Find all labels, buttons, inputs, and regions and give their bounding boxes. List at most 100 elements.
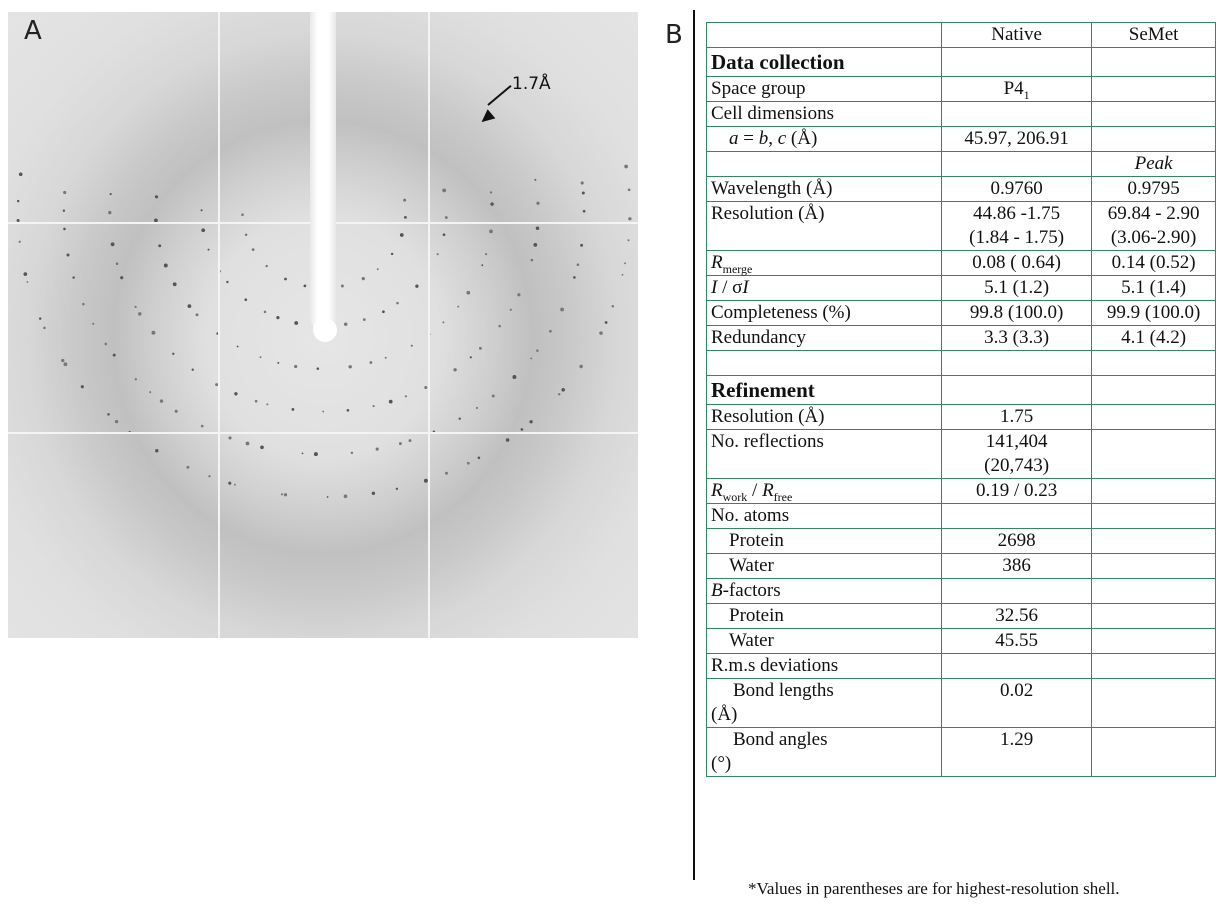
table-row: No. reflections 141,404 (20,743) bbox=[705, 429, 1216, 479]
row-label: Resolution (Å) bbox=[705, 201, 943, 251]
diffraction-spot bbox=[228, 481, 232, 485]
diffraction-spot bbox=[16, 218, 20, 223]
diffraction-spot bbox=[244, 233, 248, 236]
diffraction-spot bbox=[284, 277, 287, 281]
diffraction-spot bbox=[108, 210, 112, 215]
grid-line bbox=[218, 12, 220, 638]
diffraction-spot bbox=[533, 243, 538, 247]
diffraction-spot bbox=[445, 471, 448, 475]
diffraction-spot bbox=[174, 409, 178, 413]
diffraction-spot bbox=[151, 330, 156, 335]
row-label: Cell dimensions bbox=[705, 101, 943, 127]
diffraction-spot bbox=[107, 413, 110, 416]
diffraction-spot bbox=[322, 410, 325, 413]
value-native: 1.75 bbox=[941, 404, 1093, 430]
diffraction-spot bbox=[153, 218, 158, 223]
grid-line bbox=[428, 12, 430, 638]
table-row: Bond lengths (Å) 0.02 bbox=[705, 678, 1216, 728]
diffraction-spot bbox=[520, 428, 524, 431]
diffraction-spot bbox=[134, 378, 137, 381]
diffraction-spot bbox=[326, 496, 329, 498]
diffraction-spot bbox=[529, 420, 533, 424]
diffraction-spot bbox=[442, 233, 446, 237]
row-label: Bond lengths (Å) bbox=[705, 678, 943, 728]
row-label: a = b, c (Å) bbox=[705, 126, 943, 152]
diffraction-spot bbox=[158, 244, 162, 248]
row-label: Redundancy bbox=[705, 325, 943, 351]
diffraction-spot bbox=[110, 242, 115, 247]
diffraction-spot bbox=[263, 310, 267, 314]
beam-stop bbox=[310, 12, 336, 330]
diffraction-spot bbox=[361, 276, 365, 281]
table-row: a = b, c (Å) 45.97, 206.91 bbox=[705, 126, 1216, 152]
diffraction-spot bbox=[26, 281, 29, 283]
table-row: Bond angles (°) 1.29 bbox=[705, 727, 1216, 777]
diffraction-spot bbox=[294, 364, 298, 369]
value-native: P41 bbox=[941, 76, 1093, 102]
diffraction-spot bbox=[260, 445, 264, 450]
diffraction-spot bbox=[489, 229, 493, 234]
diffraction-spot bbox=[517, 293, 521, 297]
diffraction-spot bbox=[294, 321, 299, 325]
diffraction-spot bbox=[303, 284, 307, 288]
diffraction-spot bbox=[436, 253, 439, 256]
table-header-row: Native SeMet bbox=[705, 22, 1216, 48]
diffraction-spot bbox=[92, 322, 95, 325]
diffraction-spot bbox=[384, 356, 387, 359]
value-native: 32.56 bbox=[941, 603, 1093, 629]
row-label: Wavelength (Å) bbox=[705, 176, 943, 202]
value-native: 2698 bbox=[941, 528, 1093, 554]
value-native: 0.08 ( 0.64) bbox=[941, 250, 1093, 276]
diffraction-spot bbox=[207, 248, 210, 251]
resolution-ring-label: 1.7Å bbox=[512, 74, 551, 94]
diffraction-spot bbox=[481, 264, 484, 267]
row-label: I / σI bbox=[705, 275, 943, 301]
diffraction-spot bbox=[371, 491, 376, 495]
row-label: R.m.s deviations bbox=[705, 653, 943, 679]
row-label: No. reflections bbox=[705, 429, 943, 479]
diffraction-spot bbox=[376, 268, 379, 271]
diffraction-spot bbox=[200, 209, 203, 212]
row-label: Water bbox=[705, 628, 943, 654]
diffraction-spot bbox=[627, 188, 631, 192]
diffraction-spot bbox=[159, 399, 164, 403]
diffraction-spot bbox=[226, 280, 229, 284]
value-semet: 99.9 (100.0) bbox=[1091, 300, 1216, 326]
diffraction-spot bbox=[489, 191, 493, 194]
value-native: 141,404 (20,743) bbox=[941, 429, 1093, 479]
diffraction-spot bbox=[530, 357, 533, 360]
row-label: Resolution (Å) bbox=[705, 404, 943, 430]
section-title: Refinement bbox=[705, 375, 943, 405]
diffraction-spot bbox=[280, 493, 284, 496]
row-label: Protein bbox=[705, 603, 943, 629]
diffraction-spot bbox=[557, 393, 561, 396]
diffraction-spot bbox=[228, 436, 232, 440]
diffraction-spot bbox=[104, 342, 108, 346]
diffraction-spot bbox=[266, 403, 269, 406]
diffraction-spot bbox=[375, 447, 379, 451]
table-row: Cell dimensions bbox=[705, 101, 1216, 127]
table-row: Peak bbox=[705, 151, 1216, 177]
diffraction-spot bbox=[241, 213, 244, 216]
diffraction-spot bbox=[109, 193, 112, 196]
diffraction-spot bbox=[316, 367, 320, 370]
diffraction-spot bbox=[534, 178, 537, 181]
diffraction-spot bbox=[254, 399, 258, 403]
value-semet: 5.1 (1.4) bbox=[1091, 275, 1216, 301]
diffraction-spot bbox=[18, 240, 21, 243]
diffraction-spot bbox=[382, 310, 385, 314]
table-row: Protein 32.56 bbox=[705, 603, 1216, 629]
table-row: Space group P41 bbox=[705, 76, 1216, 102]
grid-line bbox=[8, 432, 638, 434]
diffraction-spot bbox=[536, 201, 540, 205]
diffraction-spot bbox=[120, 276, 124, 280]
diffraction-spot bbox=[403, 198, 407, 202]
row-label: Bond angles (°) bbox=[705, 727, 943, 777]
diffraction-spot bbox=[498, 324, 501, 328]
value-native: 99.8 (100.0) bbox=[941, 300, 1093, 326]
row-label: Space group bbox=[705, 76, 943, 102]
diffraction-spot bbox=[115, 262, 119, 265]
table-row: Protein 2698 bbox=[705, 528, 1216, 554]
diffraction-spot bbox=[62, 209, 66, 212]
diffraction-spot bbox=[573, 276, 576, 279]
